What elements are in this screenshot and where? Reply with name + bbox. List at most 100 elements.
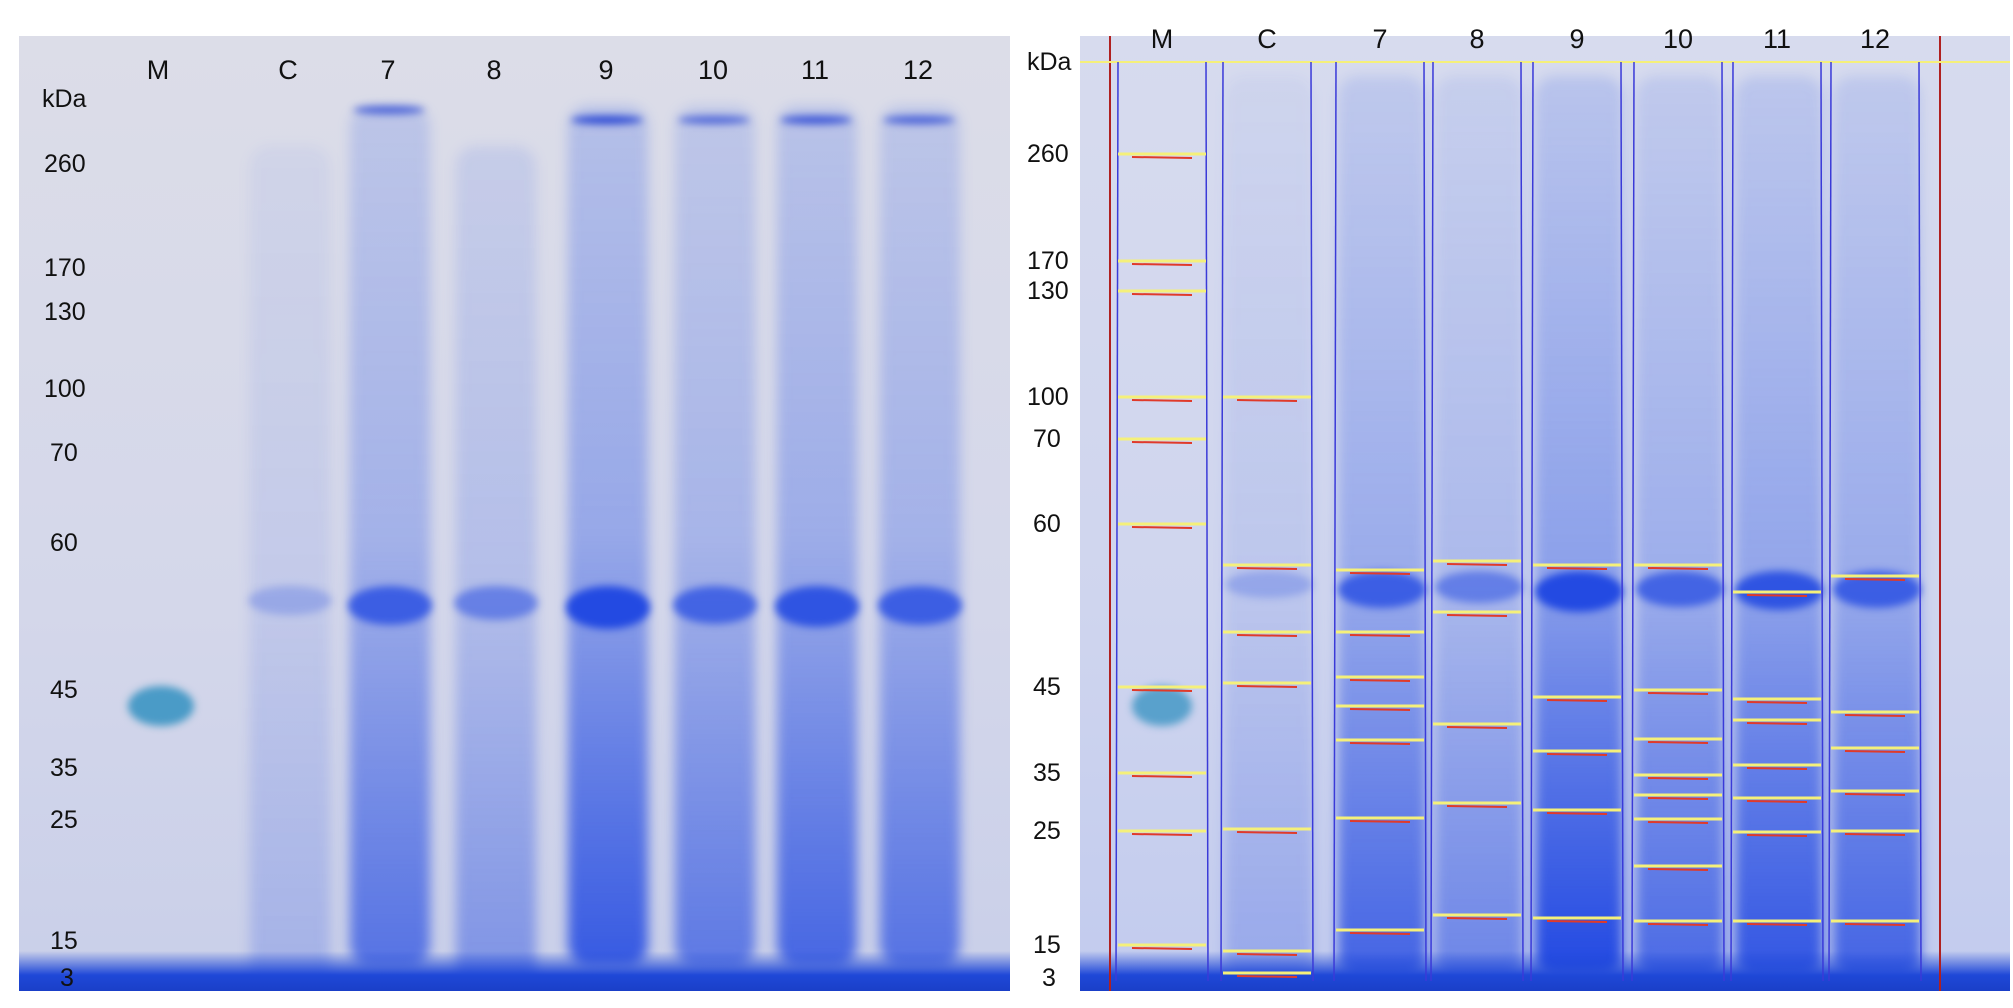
- band-trace: [1236, 831, 1298, 834]
- band-trace: [1236, 953, 1298, 956]
- gel-lane-7: [1338, 76, 1426, 976]
- band-trace: [1746, 701, 1808, 704]
- band-trace: [1131, 441, 1193, 444]
- band-trace: [1349, 742, 1411, 745]
- band-trace: [1546, 567, 1608, 570]
- gel-bottom-front: [1080, 951, 2010, 991]
- lane-label-left: 8: [486, 55, 502, 85]
- marker-45-band: [1132, 686, 1192, 726]
- main-band: [348, 586, 432, 625]
- main-band: [248, 586, 332, 615]
- mw-marker-left: 25: [50, 806, 78, 834]
- band-trace: [1844, 833, 1906, 836]
- gel-lane-9: [1535, 76, 1623, 976]
- band-trace: [1546, 812, 1608, 815]
- top-band: [353, 106, 425, 114]
- band-trace: [1349, 634, 1411, 637]
- band-trace: [1647, 923, 1709, 926]
- lane-label-right: 9: [1569, 24, 1585, 54]
- band-trace: [1349, 932, 1411, 935]
- main-band: [1435, 571, 1523, 603]
- band-trace: [1349, 679, 1411, 682]
- band-trace: [1236, 399, 1298, 402]
- band-trace: [1131, 399, 1193, 402]
- marker-45-band: [128, 686, 194, 726]
- top-band: [780, 116, 852, 124]
- band-trace: [1647, 692, 1709, 695]
- lane-outline: [1620, 61, 1624, 982]
- band-trace: [1131, 775, 1193, 778]
- band-trace: [1746, 923, 1808, 926]
- mw-marker-right: 15: [1033, 931, 1061, 959]
- unit-label-left: kDa: [42, 85, 87, 113]
- band-trace: [1349, 820, 1411, 823]
- main-band: [775, 586, 859, 627]
- band-trace: [1746, 767, 1808, 770]
- band-detection-overlay: [1080, 36, 2010, 991]
- mw-marker-left: 100: [44, 375, 86, 403]
- band-trace: [1844, 578, 1906, 581]
- band-trace: [1131, 263, 1193, 266]
- top-band: [883, 116, 955, 124]
- mw-marker-left: 35: [50, 754, 78, 782]
- band-trace: [1236, 567, 1298, 570]
- gel-lane-12: [1833, 76, 1921, 976]
- lane-outline: [1721, 61, 1725, 982]
- lane-outline: [1730, 61, 1734, 982]
- gel-lane-8: [456, 146, 536, 991]
- band-trace: [1446, 726, 1508, 729]
- mw-marker-left: 45: [50, 676, 78, 704]
- mw-marker-right: 170: [1027, 247, 1069, 275]
- mw-marker-left: 60: [50, 529, 78, 557]
- band-trace: [1349, 708, 1411, 711]
- band-trace: [1446, 614, 1508, 617]
- band-trace: [1647, 567, 1709, 570]
- gel-lane-C: [1225, 76, 1313, 976]
- lane-outline: [1631, 61, 1635, 982]
- main-band: [878, 586, 962, 625]
- band-trace: [1546, 699, 1608, 702]
- band-trace: [1131, 947, 1193, 950]
- gel-lane-12: [880, 106, 960, 966]
- mw-marker-right: 60: [1033, 510, 1061, 538]
- main-band: [673, 586, 757, 624]
- band-trace: [1746, 722, 1808, 725]
- main-band: [566, 586, 650, 629]
- band-trace: [1546, 753, 1608, 756]
- mw-marker-right: 70: [1033, 425, 1061, 453]
- mw-marker-left: 260: [44, 150, 86, 178]
- mw-marker-left: 70: [50, 439, 78, 467]
- band-trace: [1446, 917, 1508, 920]
- band-trace: [1446, 563, 1508, 566]
- lane-outline: [1310, 61, 1314, 982]
- mw-marker-right: 35: [1033, 759, 1061, 787]
- lane-outline: [1828, 61, 1832, 982]
- gel-lane-7: [350, 106, 430, 966]
- band-trace: [1647, 797, 1709, 800]
- gel-lane-10: [675, 106, 755, 966]
- lane-outline: [1430, 61, 1434, 982]
- band-trace: [1131, 156, 1193, 159]
- band-trace: [1647, 868, 1709, 871]
- lane-label-right: 8: [1469, 24, 1485, 54]
- gel-lane-11: [777, 106, 857, 966]
- band-trace: [1446, 805, 1508, 808]
- band-trace: [1844, 793, 1906, 796]
- lane-label-left: 11: [800, 55, 830, 85]
- band-trace: [1746, 834, 1808, 837]
- gel-image-right-annotated: [1080, 36, 2010, 991]
- main-band: [1225, 571, 1313, 598]
- mw-marker-right: 100: [1027, 383, 1069, 411]
- main-band: [1636, 571, 1724, 607]
- mw-marker-left: 15: [50, 927, 78, 955]
- lane-outline: [1115, 61, 1119, 982]
- band-trace: [1647, 777, 1709, 780]
- main-band: [1338, 571, 1426, 608]
- lane-label-right: C: [1257, 24, 1277, 54]
- gel-lane-C: [250, 146, 330, 991]
- lane-label-left: M: [146, 55, 170, 85]
- band-trace: [1131, 293, 1193, 296]
- lane-label-left: 7: [380, 55, 396, 85]
- band-trace: [1746, 594, 1808, 597]
- mw-marker-right: 3: [1042, 964, 1056, 992]
